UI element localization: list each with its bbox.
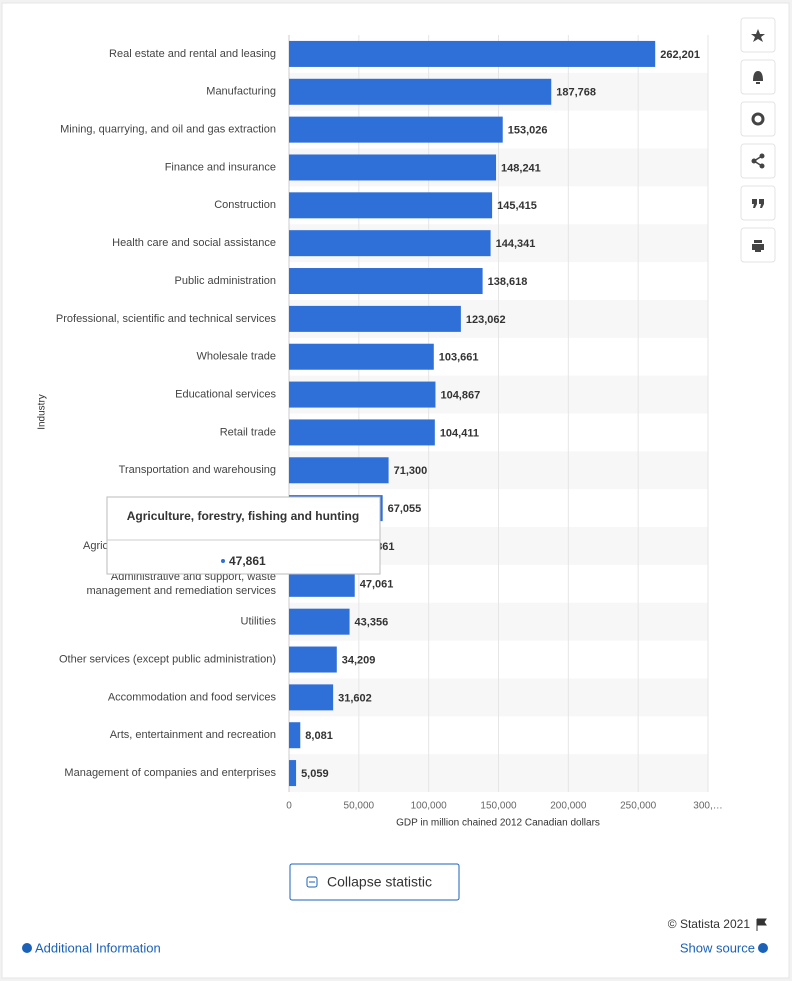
bell-icon bbox=[753, 71, 763, 84]
share-button[interactable] bbox=[740, 143, 776, 179]
show-source-link[interactable]: Show source bbox=[680, 940, 755, 955]
x-tick-label: 100,000 bbox=[411, 801, 448, 812]
print-icon bbox=[752, 240, 764, 252]
value-label: 31,602 bbox=[338, 692, 372, 704]
bar bbox=[289, 760, 297, 787]
category-label: Other services (except public administra… bbox=[59, 653, 276, 665]
x-tick-label: 150,000 bbox=[480, 801, 517, 812]
category-label: Mining, quarrying, and oil and gas extra… bbox=[60, 124, 276, 136]
gear-icon bbox=[751, 112, 765, 126]
quote-icon bbox=[752, 199, 764, 208]
category-label: Management of companies and enterprises bbox=[64, 767, 276, 779]
tooltip-bullet bbox=[221, 559, 225, 563]
value-label: 67,055 bbox=[388, 503, 422, 515]
value-label: 262,201 bbox=[660, 49, 700, 61]
value-label: 34,209 bbox=[342, 654, 376, 666]
category-label: Transportation and warehousing bbox=[119, 464, 276, 476]
category-label: Real estate and rental and leasing bbox=[109, 48, 276, 60]
value-label: 47,061 bbox=[360, 579, 394, 591]
info-icon bbox=[758, 943, 768, 953]
tooltip-box bbox=[106, 496, 381, 575]
value-label: 148,241 bbox=[501, 162, 541, 174]
value-label: 43,356 bbox=[355, 617, 389, 629]
cite-button[interactable] bbox=[740, 185, 776, 221]
bar bbox=[289, 381, 436, 408]
bar bbox=[289, 684, 334, 711]
x-tick-label: 50,000 bbox=[344, 801, 375, 812]
bar bbox=[289, 608, 350, 635]
bar bbox=[289, 154, 497, 181]
collapse-label[interactable]: Collapse statistic bbox=[327, 874, 432, 890]
category-label: Educational services bbox=[175, 388, 276, 400]
tooltip-value: 47,861 bbox=[229, 554, 266, 568]
tooltip-title: Agriculture, forestry, fishing and hunti… bbox=[127, 509, 359, 523]
bar bbox=[289, 192, 493, 219]
category-label: Utilities bbox=[241, 616, 277, 628]
category-label: Retail trade bbox=[220, 426, 276, 438]
share-dot bbox=[759, 163, 765, 169]
category-label: Professional, scientific and technical s… bbox=[56, 313, 277, 325]
x-axis-label: GDP in million chained 2012 Canadian dol… bbox=[396, 818, 600, 829]
side-buttons bbox=[740, 17, 776, 263]
value-label: 138,618 bbox=[488, 276, 528, 288]
collapse-icon bbox=[306, 876, 318, 888]
bar bbox=[289, 646, 337, 673]
x-tick-label: 300,… bbox=[693, 801, 722, 812]
category-label: Public administration bbox=[175, 275, 277, 287]
value-label: 104,411 bbox=[440, 427, 479, 439]
category-label: Health care and social assistance bbox=[112, 237, 276, 249]
value-label: 104,867 bbox=[440, 389, 480, 401]
bar bbox=[289, 570, 355, 597]
bar bbox=[289, 116, 503, 143]
value-label: 153,026 bbox=[508, 125, 548, 137]
copyright: © Statista 2021 bbox=[668, 917, 751, 931]
bar bbox=[289, 457, 389, 484]
info-icon bbox=[22, 943, 32, 953]
category-label: Arts, entertainment and recreation bbox=[110, 729, 276, 741]
bar bbox=[289, 419, 435, 446]
value-label: 187,768 bbox=[556, 87, 596, 99]
additional-info-link[interactable]: Additional Information bbox=[35, 940, 161, 955]
value-label: 103,661 bbox=[439, 352, 479, 364]
bar bbox=[289, 78, 552, 105]
share-dot bbox=[759, 153, 765, 159]
collapse-button[interactable] bbox=[289, 863, 460, 901]
category-label: Accommodation and food services bbox=[108, 691, 277, 703]
star-icon bbox=[751, 29, 765, 42]
category-label: Wholesale trade bbox=[197, 351, 277, 363]
value-label: 144,341 bbox=[496, 238, 536, 250]
bar bbox=[289, 305, 461, 332]
y-axis-label: Industry bbox=[37, 394, 48, 430]
value-label: 8,081 bbox=[305, 730, 333, 742]
bar bbox=[289, 230, 491, 257]
bar bbox=[289, 40, 656, 67]
bar bbox=[289, 343, 434, 370]
tooltip: Agriculture, forestry, fishing and hunti… bbox=[106, 496, 381, 575]
x-tick-label: 0 bbox=[286, 801, 292, 812]
flag-icon[interactable] bbox=[756, 918, 767, 931]
value-label: 71,300 bbox=[394, 465, 428, 477]
share-dot bbox=[751, 158, 757, 164]
category-label: Construction bbox=[214, 199, 276, 211]
value-label: 5,059 bbox=[301, 768, 329, 780]
x-tick-label: 200,000 bbox=[550, 801, 587, 812]
settings-button[interactable] bbox=[740, 101, 776, 137]
value-label: 145,415 bbox=[497, 200, 537, 212]
category-label: Finance and insurance bbox=[165, 161, 276, 173]
x-tick-label: 250,000 bbox=[620, 801, 657, 812]
category-label: Manufacturing bbox=[206, 86, 276, 98]
bar bbox=[289, 722, 301, 749]
bar bbox=[289, 268, 483, 295]
value-label: 123,062 bbox=[466, 314, 506, 326]
